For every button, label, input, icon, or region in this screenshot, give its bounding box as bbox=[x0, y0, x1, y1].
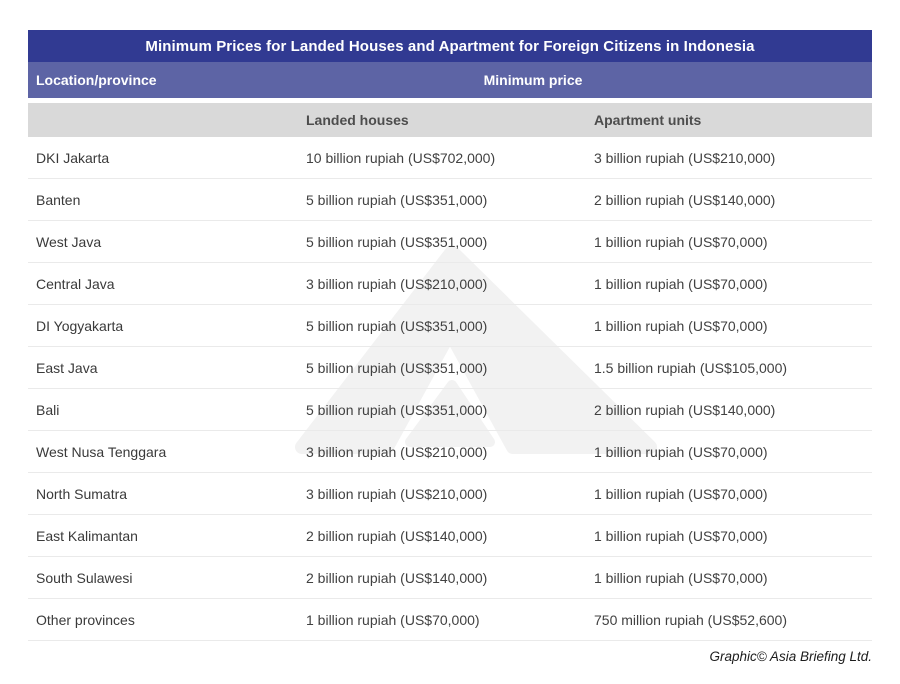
cell-location: East Java bbox=[36, 359, 98, 376]
cell-location: Banten bbox=[36, 191, 81, 208]
cell-landed-price: 5 billion rupiah (US$351,000) bbox=[306, 401, 488, 418]
cell-landed-price: 2 billion rupiah (US$140,000) bbox=[306, 527, 488, 544]
page-title: Minimum Prices for Landed Houses and Apa… bbox=[28, 30, 872, 62]
table-header-row: Location/province Minimum price bbox=[28, 62, 872, 98]
table-row: DKI Jakarta 10 billion rupiah (US$702,00… bbox=[28, 137, 872, 179]
table-row: West Nusa Tenggara 3 billion rupiah (US$… bbox=[28, 431, 872, 473]
cell-landed-price: 3 billion rupiah (US$210,000) bbox=[306, 275, 488, 292]
table-row: North Sumatra 3 billion rupiah (US$210,0… bbox=[28, 473, 872, 515]
cell-apartment-price: 1.5 billion rupiah (US$105,000) bbox=[594, 359, 788, 376]
subheader-landed-houses: Landed houses bbox=[306, 112, 409, 128]
cell-apartment-price: 1 billion rupiah (US$70,000) bbox=[594, 233, 768, 250]
header-minimum-price: Minimum price bbox=[483, 72, 583, 88]
cell-landed-price: 5 billion rupiah (US$351,000) bbox=[306, 317, 488, 334]
cell-landed-price: 3 billion rupiah (US$210,000) bbox=[306, 443, 488, 460]
cell-location: Bali bbox=[36, 401, 60, 418]
table-row: DI Yogyakarta 5 billion rupiah (US$351,0… bbox=[28, 305, 872, 347]
cell-apartment-price: 1 billion rupiah (US$70,000) bbox=[594, 443, 768, 460]
table-row: Bali 5 billion rupiah (US$351,000) 2 bil… bbox=[28, 389, 872, 431]
cell-apartment-price: 1 billion rupiah (US$70,000) bbox=[594, 569, 768, 586]
cell-location: North Sumatra bbox=[36, 485, 128, 502]
cell-location: Central Java bbox=[36, 275, 115, 292]
graphic-credit: Graphic© Asia Briefing Ltd. bbox=[709, 649, 872, 664]
table-row: Other provinces 1 billion rupiah (US$70,… bbox=[28, 599, 872, 641]
cell-landed-price: 5 billion rupiah (US$351,000) bbox=[306, 233, 488, 250]
table-body: DKI Jakarta 10 billion rupiah (US$702,00… bbox=[28, 137, 872, 641]
cell-apartment-price: 2 billion rupiah (US$140,000) bbox=[594, 191, 776, 208]
cell-apartment-price: 2 billion rupiah (US$140,000) bbox=[594, 401, 776, 418]
cell-landed-price: 1 billion rupiah (US$70,000) bbox=[306, 611, 480, 628]
cell-landed-price: 10 billion rupiah (US$702,000) bbox=[306, 149, 496, 166]
cell-apartment-price: 750 million rupiah (US$52,600) bbox=[594, 611, 787, 628]
table-row: East Kalimantan 2 billion rupiah (US$140… bbox=[28, 515, 872, 557]
cell-location: East Kalimantan bbox=[36, 527, 138, 544]
cell-apartment-price: 1 billion rupiah (US$70,000) bbox=[594, 275, 768, 292]
cell-location: West Java bbox=[36, 233, 102, 250]
table-row: Central Java 3 billion rupiah (US$210,00… bbox=[28, 263, 872, 305]
cell-location: DI Yogyakarta bbox=[36, 317, 124, 334]
cell-location: South Sulawesi bbox=[36, 569, 133, 586]
table-subheader-row: Landed houses Apartment units bbox=[28, 103, 872, 137]
cell-apartment-price: 1 billion rupiah (US$70,000) bbox=[594, 527, 768, 544]
cell-landed-price: 3 billion rupiah (US$210,000) bbox=[306, 485, 488, 502]
cell-location: West Nusa Tenggara bbox=[36, 443, 167, 460]
cell-landed-price: 5 billion rupiah (US$351,000) bbox=[306, 359, 488, 376]
table-row: East Java 5 billion rupiah (US$351,000) … bbox=[28, 347, 872, 389]
price-table: Minimum Prices for Landed Houses and Apa… bbox=[28, 30, 872, 641]
table-row: South Sulawesi 2 billion rupiah (US$140,… bbox=[28, 557, 872, 599]
cell-landed-price: 2 billion rupiah (US$140,000) bbox=[306, 569, 488, 586]
header-location-province: Location/province bbox=[36, 72, 157, 88]
cell-location: DKI Jakarta bbox=[36, 149, 110, 166]
cell-location: Other provinces bbox=[36, 611, 135, 628]
cell-apartment-price: 1 billion rupiah (US$70,000) bbox=[594, 485, 768, 502]
title-text: Minimum Prices for Landed Houses and Apa… bbox=[145, 37, 755, 55]
cell-apartment-price: 1 billion rupiah (US$70,000) bbox=[594, 317, 768, 334]
cell-apartment-price: 3 billion rupiah (US$210,000) bbox=[594, 149, 776, 166]
table-row: Banten 5 billion rupiah (US$351,000) 2 b… bbox=[28, 179, 872, 221]
subheader-apartment-units: Apartment units bbox=[594, 112, 702, 128]
header-divider bbox=[28, 98, 872, 103]
table-row: West Java 5 billion rupiah (US$351,000) … bbox=[28, 221, 872, 263]
cell-landed-price: 5 billion rupiah (US$351,000) bbox=[306, 191, 488, 208]
